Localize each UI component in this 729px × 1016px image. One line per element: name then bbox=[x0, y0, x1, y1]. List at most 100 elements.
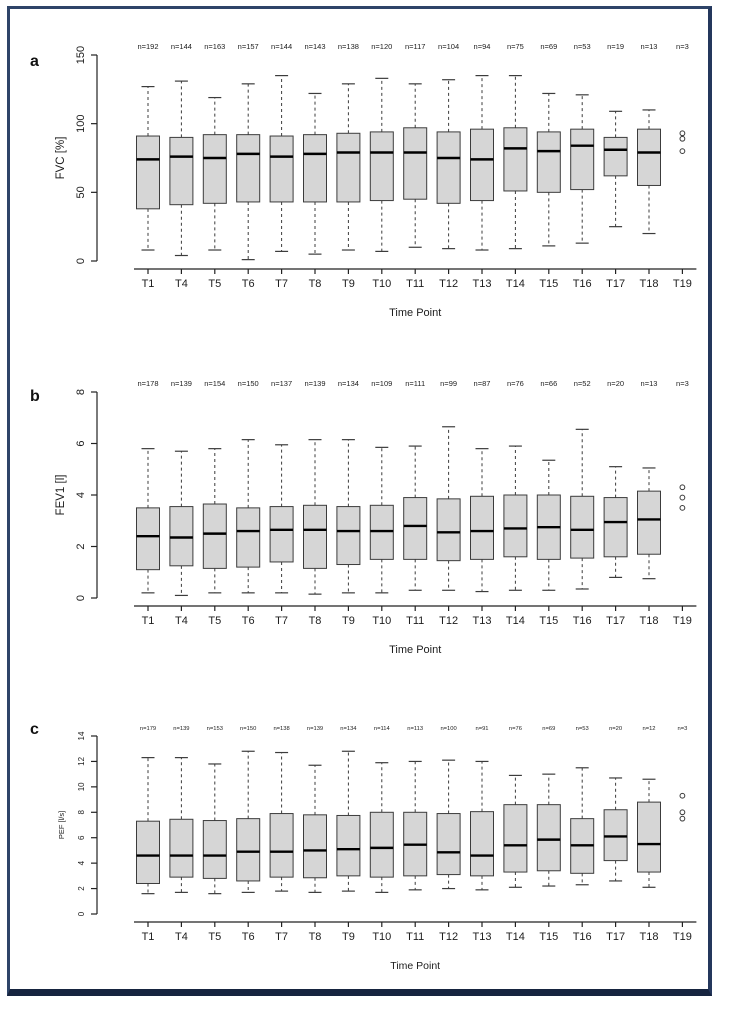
svg-text:n=53: n=53 bbox=[574, 42, 591, 51]
svg-text:T6: T6 bbox=[242, 278, 255, 290]
panel-b: b 0 2 4 6 8 FEV1 [l] T1 T4 T5 T6 T7 T8 T9 T10 T11 T12 T1… bbox=[10, 364, 710, 699]
panel-c: c 0 2 4 6 8 10 12 14 PEF [l/s] T1 T4 T5 T6 T7 T8 T9 T10 T… bbox=[10, 703, 710, 1003]
svg-text:n=139: n=139 bbox=[171, 379, 192, 388]
boxplot-fvc: 0 50 100 150 FVC [%] T1 T4 T5 T6 T7 T8 T9 T10 T11 T12 T… bbox=[55, 42, 697, 319]
svg-text:T8: T8 bbox=[309, 615, 322, 627]
svg-text:T7: T7 bbox=[275, 615, 288, 627]
svg-text:n=66: n=66 bbox=[540, 379, 557, 388]
svg-text:T1: T1 bbox=[142, 615, 155, 627]
svg-text:n=120: n=120 bbox=[371, 42, 392, 51]
svg-text:12: 12 bbox=[77, 756, 86, 765]
svg-text:n=12: n=12 bbox=[642, 726, 655, 732]
svg-text:n=94: n=94 bbox=[474, 42, 491, 51]
svg-text:n=137: n=137 bbox=[271, 379, 292, 388]
svg-text:T4: T4 bbox=[175, 931, 188, 943]
svg-text:T10: T10 bbox=[372, 615, 391, 627]
svg-text:n=157: n=157 bbox=[238, 42, 259, 51]
svg-text:T17: T17 bbox=[606, 278, 625, 290]
svg-text:n=134: n=134 bbox=[338, 379, 359, 388]
svg-text:T17: T17 bbox=[606, 931, 625, 943]
svg-text:n=114: n=114 bbox=[374, 726, 391, 732]
svg-text:n=178: n=178 bbox=[137, 379, 158, 388]
panel-a: a 0 50 100 150 FVC [%] T1 T4 T5 T6 T7 T8 T9 T10 T11 T1… bbox=[10, 29, 710, 364]
svg-text:100: 100 bbox=[75, 114, 87, 132]
svg-text:T9: T9 bbox=[342, 931, 355, 943]
svg-text:Time Point: Time Point bbox=[390, 960, 440, 972]
svg-text:n=20: n=20 bbox=[607, 379, 624, 388]
svg-text:n=3: n=3 bbox=[676, 379, 689, 388]
svg-text:n=3: n=3 bbox=[676, 42, 689, 51]
svg-text:T5: T5 bbox=[208, 931, 221, 943]
svg-text:T1: T1 bbox=[142, 278, 155, 290]
svg-text:T15: T15 bbox=[539, 278, 558, 290]
svg-text:n=138: n=138 bbox=[273, 726, 289, 732]
svg-text:n=139: n=139 bbox=[173, 726, 189, 732]
svg-text:n=53: n=53 bbox=[576, 726, 589, 732]
svg-text:Time Point: Time Point bbox=[389, 307, 441, 319]
svg-text:T8: T8 bbox=[309, 278, 322, 290]
svg-text:T1: T1 bbox=[142, 931, 155, 943]
svg-text:4: 4 bbox=[77, 860, 86, 865]
svg-text:T17: T17 bbox=[606, 615, 625, 627]
svg-text:T6: T6 bbox=[242, 615, 255, 627]
svg-text:T6: T6 bbox=[242, 931, 255, 943]
svg-text:n=104: n=104 bbox=[438, 42, 459, 51]
svg-text:8: 8 bbox=[77, 810, 86, 815]
svg-text:T16: T16 bbox=[573, 931, 592, 943]
svg-text:T14: T14 bbox=[506, 278, 525, 290]
svg-text:4: 4 bbox=[75, 492, 87, 498]
svg-text:n=138: n=138 bbox=[338, 42, 359, 51]
svg-text:n=150: n=150 bbox=[238, 379, 259, 388]
svg-text:0: 0 bbox=[75, 258, 87, 264]
svg-text:T13: T13 bbox=[473, 615, 492, 627]
svg-text:6: 6 bbox=[77, 835, 86, 840]
svg-text:n=20: n=20 bbox=[609, 726, 622, 732]
svg-text:n=163: n=163 bbox=[204, 42, 225, 51]
boxplot-fev1: 0 2 4 6 8 FEV1 [l] T1 T4 T5 T6 T7 T8 T9 T10 T11 T12 T13 T… bbox=[55, 379, 697, 656]
panel-a-letter: a bbox=[30, 53, 39, 70]
svg-text:8: 8 bbox=[75, 389, 87, 395]
svg-text:n=113: n=113 bbox=[407, 726, 423, 732]
svg-text:T5: T5 bbox=[208, 615, 221, 627]
svg-text:T11: T11 bbox=[406, 615, 424, 627]
svg-text:T16: T16 bbox=[573, 278, 592, 290]
svg-text:T13: T13 bbox=[473, 931, 492, 943]
svg-text:n=3: n=3 bbox=[677, 726, 687, 732]
svg-text:T12: T12 bbox=[439, 615, 458, 627]
svg-text:0: 0 bbox=[75, 595, 87, 601]
svg-text:n=76: n=76 bbox=[509, 726, 522, 732]
svg-text:50: 50 bbox=[75, 186, 87, 198]
svg-text:n=100: n=100 bbox=[440, 726, 456, 732]
svg-text:n=134: n=134 bbox=[340, 726, 357, 732]
svg-text:14: 14 bbox=[77, 731, 86, 740]
svg-text:T15: T15 bbox=[539, 931, 558, 943]
svg-text:n=69: n=69 bbox=[542, 726, 555, 732]
svg-text:150: 150 bbox=[75, 46, 87, 64]
svg-text:n=52: n=52 bbox=[574, 379, 591, 388]
svg-text:T18: T18 bbox=[640, 615, 659, 627]
svg-text:T9: T9 bbox=[342, 278, 355, 290]
svg-text:T18: T18 bbox=[640, 931, 659, 943]
svg-text:10: 10 bbox=[77, 782, 86, 791]
svg-text:T14: T14 bbox=[506, 615, 525, 627]
svg-text:T16: T16 bbox=[573, 615, 592, 627]
svg-text:T15: T15 bbox=[539, 615, 558, 627]
svg-text:n=144: n=144 bbox=[271, 42, 292, 51]
svg-text:2: 2 bbox=[75, 543, 87, 549]
svg-text:n=76: n=76 bbox=[507, 379, 524, 388]
svg-text:Time Point: Time Point bbox=[389, 644, 441, 656]
svg-text:2: 2 bbox=[77, 886, 86, 891]
panel-b-letter: b bbox=[30, 388, 40, 405]
svg-text:n=139: n=139 bbox=[307, 726, 323, 732]
svg-text:FVC [%]: FVC [%] bbox=[55, 137, 67, 180]
svg-text:n=13: n=13 bbox=[641, 42, 658, 51]
svg-text:T9: T9 bbox=[342, 615, 355, 627]
svg-text:n=153: n=153 bbox=[207, 726, 223, 732]
svg-text:T12: T12 bbox=[439, 931, 458, 943]
svg-text:n=179: n=179 bbox=[140, 726, 156, 732]
svg-text:T14: T14 bbox=[506, 931, 525, 943]
svg-text:n=192: n=192 bbox=[137, 42, 158, 51]
svg-text:T7: T7 bbox=[275, 931, 288, 943]
svg-text:n=99: n=99 bbox=[440, 379, 457, 388]
svg-text:n=19: n=19 bbox=[607, 42, 624, 51]
